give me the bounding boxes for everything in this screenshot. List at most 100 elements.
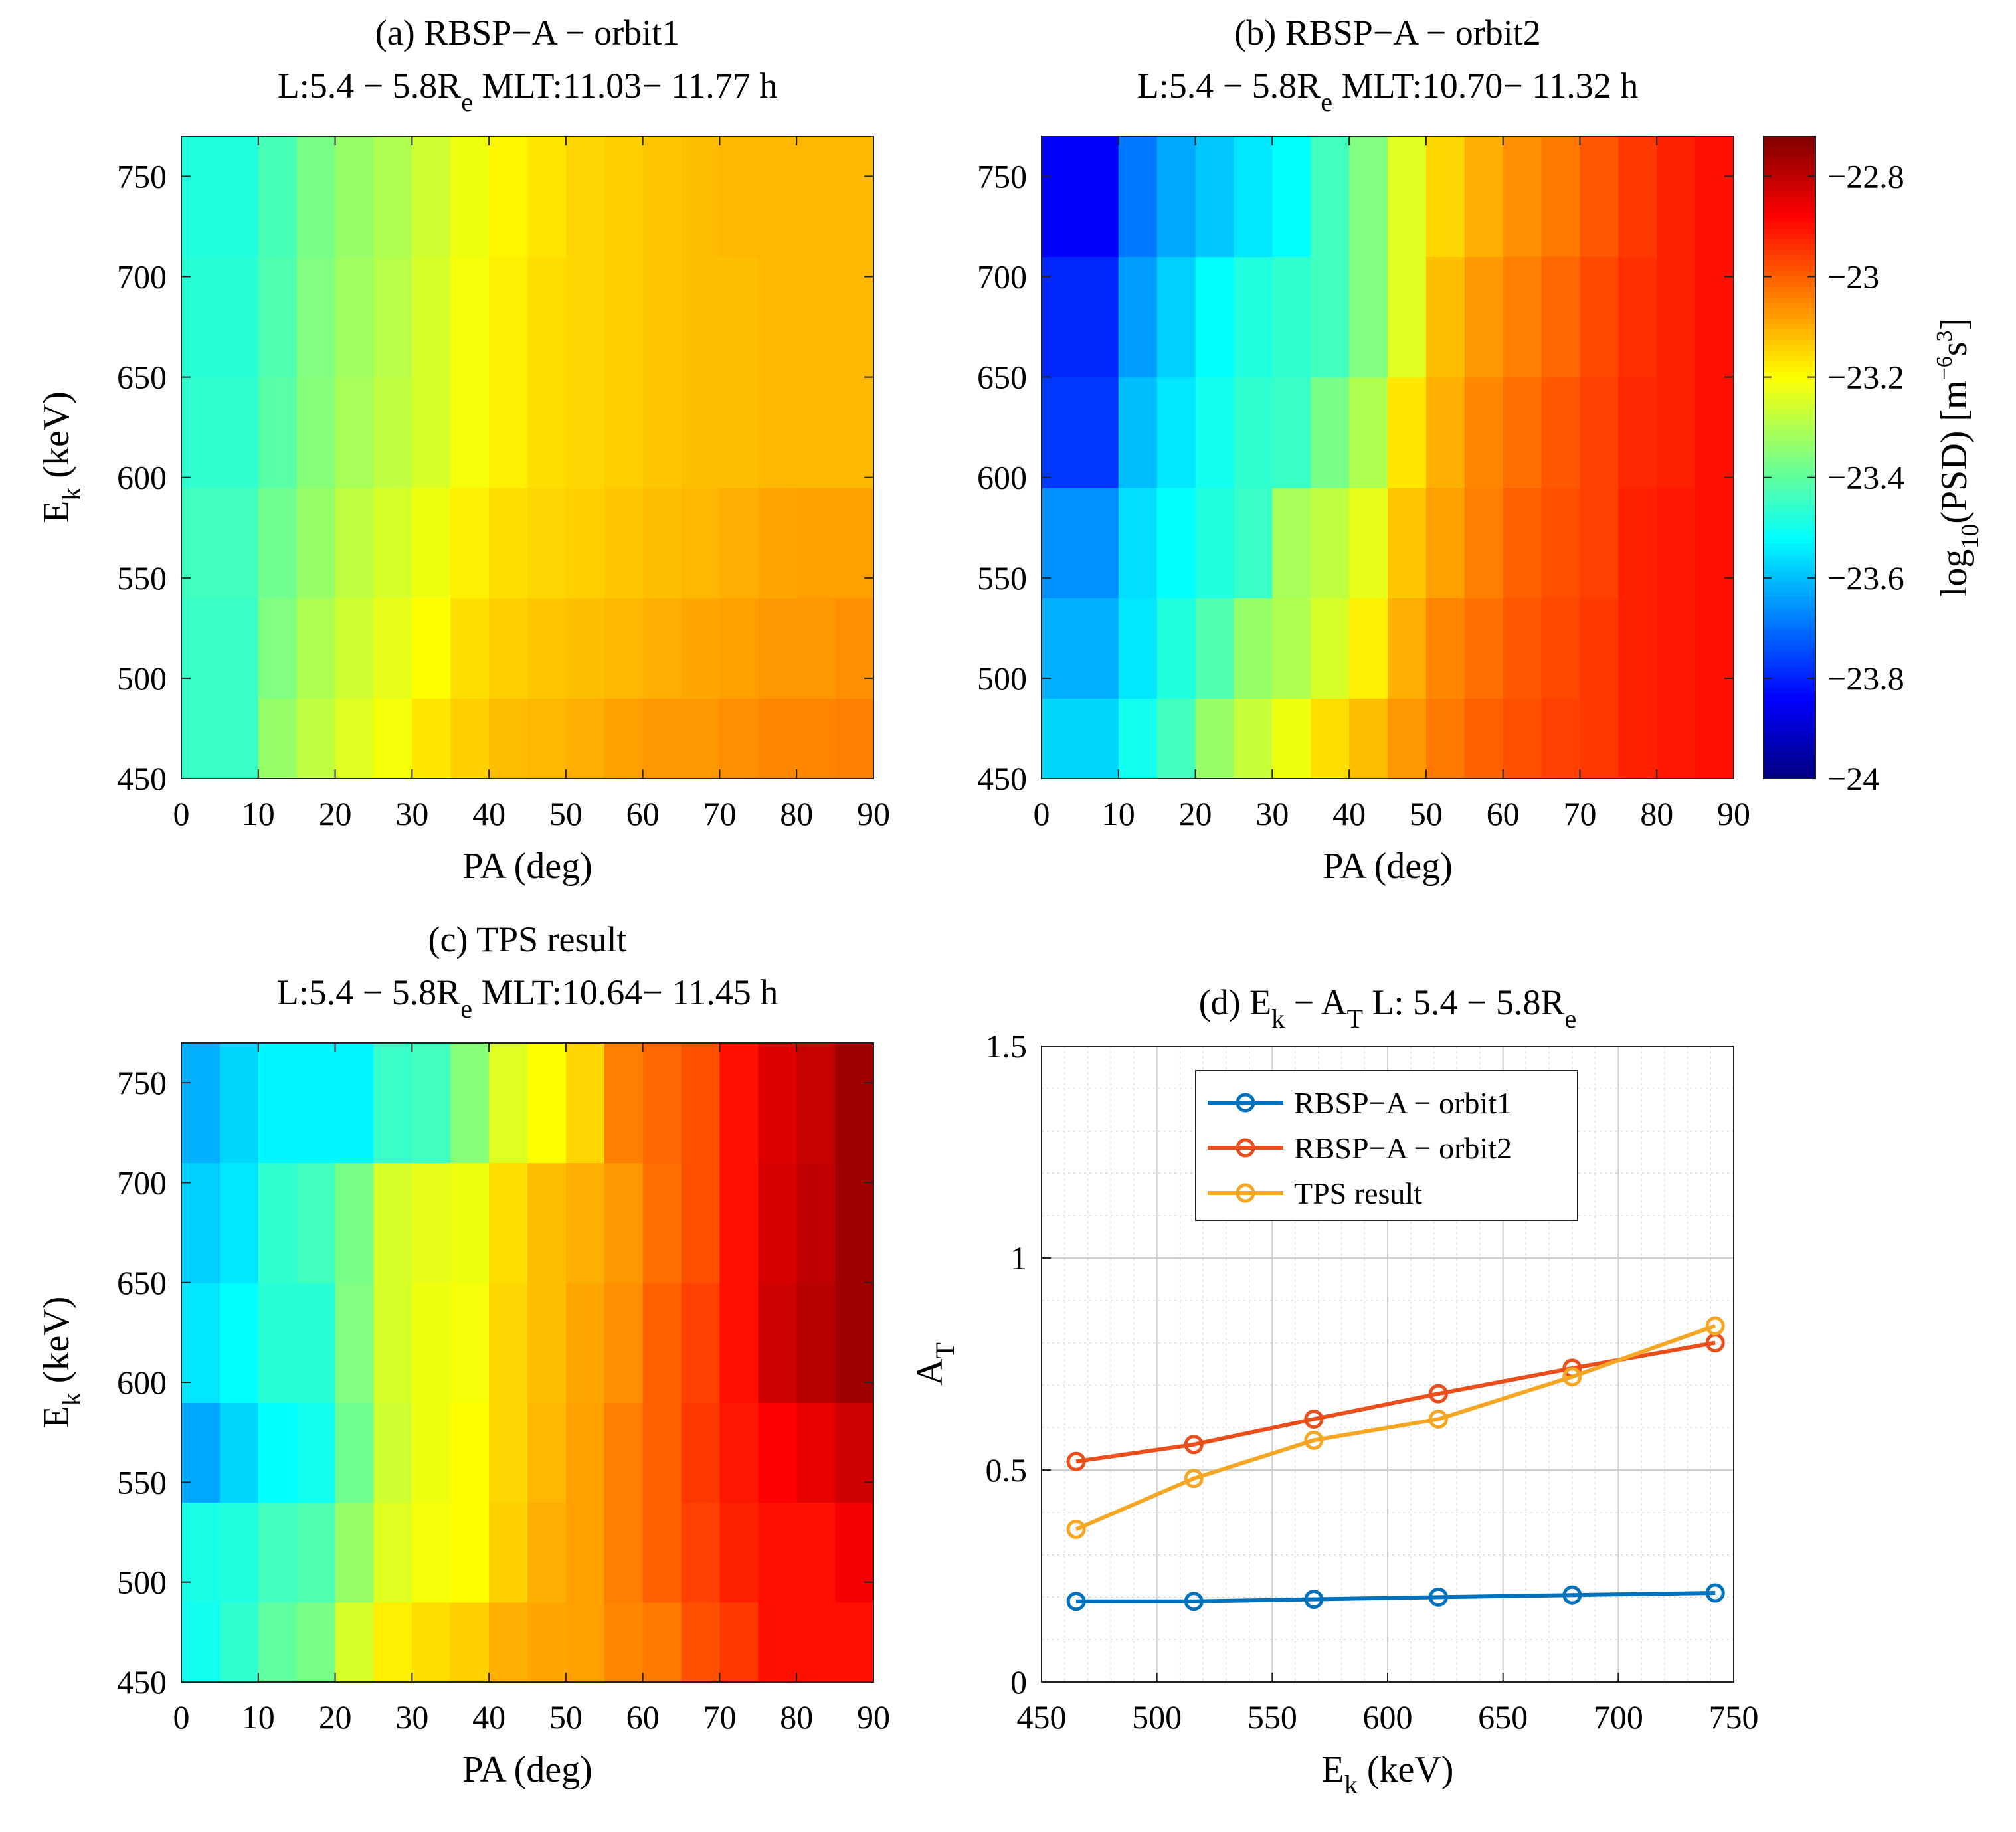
heatmap-cell: [1349, 487, 1388, 598]
heatmap-cell: [412, 487, 452, 598]
y-tick-label: 600: [117, 459, 167, 496]
heatmap-cell: [412, 598, 452, 699]
colorbar-segment: [1764, 398, 1815, 405]
x-axis-label: PA (deg): [462, 846, 593, 887]
heatmap-cell: [527, 1402, 567, 1503]
colorbar-segment: [1764, 409, 1815, 415]
panel-title: (b) RBSP−A − orbit2: [1234, 13, 1540, 52]
colorbar-segment: [1764, 682, 1815, 688]
heatmap-cell: [1580, 598, 1619, 699]
colorbar-segment: [1764, 655, 1815, 662]
heatmap-cell: [565, 487, 605, 598]
colorbar-segment: [1764, 211, 1815, 217]
heatmap-cell: [565, 1162, 605, 1283]
heatmap-cell: [1580, 698, 1619, 779]
heatmap-cell: [835, 1162, 874, 1283]
colorbar-segment: [1764, 355, 1815, 362]
heatmap-cell: [296, 1282, 336, 1403]
colorbar-segment: [1764, 414, 1815, 420]
heatmap-cell: [489, 256, 528, 378]
heatmap-cell: [642, 256, 682, 378]
x-tick-label: 30: [395, 795, 428, 832]
x-axis-label: PA (deg): [1323, 846, 1453, 887]
heatmap-cell: [1388, 377, 1427, 488]
panel-title: (a) RBSP−A − orbit1: [375, 13, 680, 52]
heatmap-cell: [1618, 136, 1658, 258]
y-axis-label: Ek (keV): [36, 1297, 86, 1429]
heatmap-cell: [373, 487, 413, 598]
colorbar-segment: [1764, 628, 1815, 635]
heatmap-cell: [412, 1502, 452, 1603]
heatmap-cell: [450, 487, 490, 598]
heatmap-cell: [335, 136, 375, 258]
heatmap-cell: [681, 1402, 721, 1503]
heatmap-cell: [758, 1402, 798, 1503]
heatmap-cell: [758, 256, 798, 378]
heatmap-cell: [1657, 136, 1696, 258]
x-tick-label: 30: [395, 1698, 428, 1736]
heatmap-cell: [1118, 698, 1158, 779]
heatmap-cell: [796, 1402, 836, 1503]
heatmap-cell: [1311, 698, 1350, 779]
heatmap-cell: [1195, 698, 1235, 779]
x-tick-label: 60: [1487, 795, 1520, 832]
heatmap-cell: [1580, 487, 1619, 598]
heatmap-cell: [1425, 256, 1465, 378]
heatmap-cell: [412, 136, 452, 258]
heatmap-cell: [1464, 377, 1504, 488]
heatmap-cell: [335, 256, 375, 378]
heatmap-cell: [565, 377, 605, 488]
heatmap-cell: [181, 1602, 221, 1683]
colorbar-segment: [1764, 312, 1815, 319]
heatmap-cell: [565, 136, 605, 258]
heatmap-cell: [758, 1043, 798, 1164]
heatmap-cell: [1042, 487, 1119, 598]
colorbar-segment: [1764, 152, 1815, 159]
heatmap-cell: [1272, 698, 1312, 779]
heatmap-cell: [1234, 698, 1273, 779]
plot-frame: [1041, 136, 1734, 779]
heatmap-cell: [604, 256, 644, 378]
heatmap-cell: [796, 377, 836, 488]
heatmap-cell: [681, 1162, 721, 1283]
x-axis-label: Ek (keV): [1322, 1749, 1454, 1799]
heatmap-cell: [489, 1162, 528, 1283]
colorbar-segment: [1764, 248, 1815, 255]
heatmap-cell: [489, 487, 528, 598]
heatmap-cell: [681, 136, 721, 258]
data-point: [1184, 1435, 1204, 1455]
colorbar-segment: [1764, 543, 1815, 549]
heatmap-cell: [1618, 598, 1658, 699]
colorbar-segment: [1764, 489, 1815, 496]
heatmap-cell: [565, 1402, 605, 1503]
heatmap-cell: [1388, 487, 1427, 598]
heatmap-cell: [1425, 136, 1465, 258]
heatmap-cell: [1503, 698, 1542, 779]
heatmap-cell: [1695, 598, 1734, 699]
x-tick-label: 20: [1179, 795, 1212, 832]
x-tick-label: 40: [472, 795, 505, 832]
heatmap-cell: [181, 487, 259, 598]
heatmap-cell: [373, 1282, 413, 1403]
heatmap-cell: [219, 1162, 259, 1283]
colorbar-segment: [1764, 714, 1815, 721]
y-tick-label: 450: [977, 760, 1027, 797]
heatmap-cell: [1234, 487, 1273, 598]
x-axis-label: PA (deg): [462, 1749, 593, 1790]
heatmap-cell: [1503, 256, 1542, 378]
heatmap-cell: [258, 698, 298, 779]
colorbar-segment: [1764, 425, 1815, 432]
y-tick-label: 450: [117, 760, 167, 797]
heatmap-cell: [219, 1043, 259, 1164]
x-tick-label: 60: [626, 795, 660, 832]
legend-label: RBSP−A − orbit2: [1294, 1131, 1512, 1165]
heatmap-cell: [527, 377, 567, 488]
x-tick-label: 80: [780, 1698, 813, 1736]
heatmap-cell: [373, 377, 413, 488]
heatmap-cell: [258, 1502, 298, 1603]
heatmap-cell: [1388, 256, 1427, 378]
colorbar-segment: [1764, 634, 1815, 640]
heatmap-cell: [1349, 377, 1388, 488]
heatmap-cell: [604, 1502, 644, 1603]
